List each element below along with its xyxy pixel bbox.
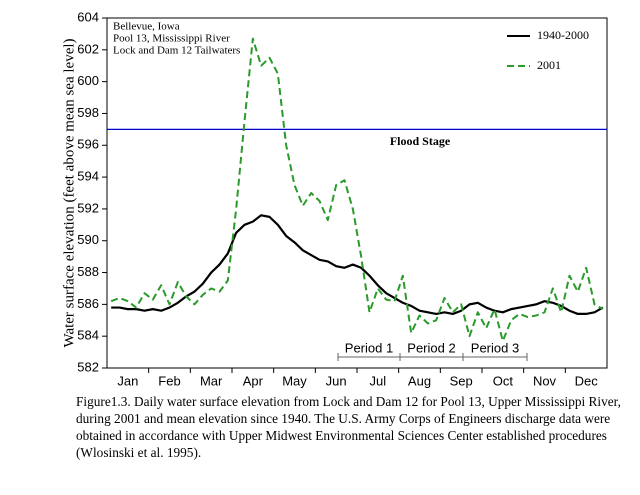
y-tick-label: 588 — [77, 264, 99, 279]
annotation: Lock and Dam 12 Tailwaters — [113, 45, 240, 57]
y-tick-label: 602 — [77, 41, 99, 56]
x-tick-label: Dec — [575, 373, 599, 388]
x-tick-label: Sep — [450, 373, 473, 388]
y-tick-label: 598 — [77, 105, 99, 120]
caption-line: Figure1.3. Daily water surface elevation… — [76, 394, 621, 409]
flood-stage-label: Flood Stage — [390, 134, 451, 148]
y-tick-label: 586 — [77, 296, 99, 311]
period-label: Period 2 — [407, 340, 455, 355]
y-axis-label: Water surface elevation (feet above mean… — [61, 38, 77, 347]
x-tick-label: Mar — [200, 373, 223, 388]
annotation: Pool 13, Mississippi River — [113, 33, 230, 45]
series-line — [110, 37, 604, 342]
x-tick-label: May — [282, 373, 307, 388]
y-tick-label: 592 — [77, 200, 99, 215]
y-tick-label: 582 — [77, 359, 99, 374]
caption-line: (Wlosinski et al. 1995). — [76, 445, 201, 460]
legend-label: 1940-2000 — [537, 28, 589, 42]
caption-line: obtained in accordance with Upper Midwes… — [76, 428, 607, 443]
annotation: Bellevue, Iowa — [113, 21, 180, 33]
series-line — [111, 214, 604, 316]
y-tick-label: 600 — [77, 73, 99, 88]
x-tick-label: Feb — [158, 373, 180, 388]
y-tick-label: 604 — [77, 9, 99, 24]
y-tick-label: 590 — [77, 232, 99, 247]
period-label: Period 3 — [471, 340, 519, 355]
x-tick-label: Jan — [117, 373, 138, 388]
x-tick-label: Jun — [326, 373, 347, 388]
y-tick-label: 594 — [77, 169, 99, 184]
caption-line: during 2001 and mean elevation since 194… — [76, 411, 610, 426]
y-tick-label: 584 — [77, 328, 99, 343]
x-tick-label: Apr — [243, 373, 264, 388]
x-tick-label: Oct — [493, 373, 514, 388]
x-tick-label: Jul — [370, 373, 387, 388]
legend-label: 2001 — [537, 58, 561, 72]
x-tick-label: Nov — [533, 373, 557, 388]
x-tick-label: Aug — [408, 373, 431, 388]
y-tick-label: 596 — [77, 137, 99, 152]
period-label: Period 1 — [345, 340, 393, 355]
